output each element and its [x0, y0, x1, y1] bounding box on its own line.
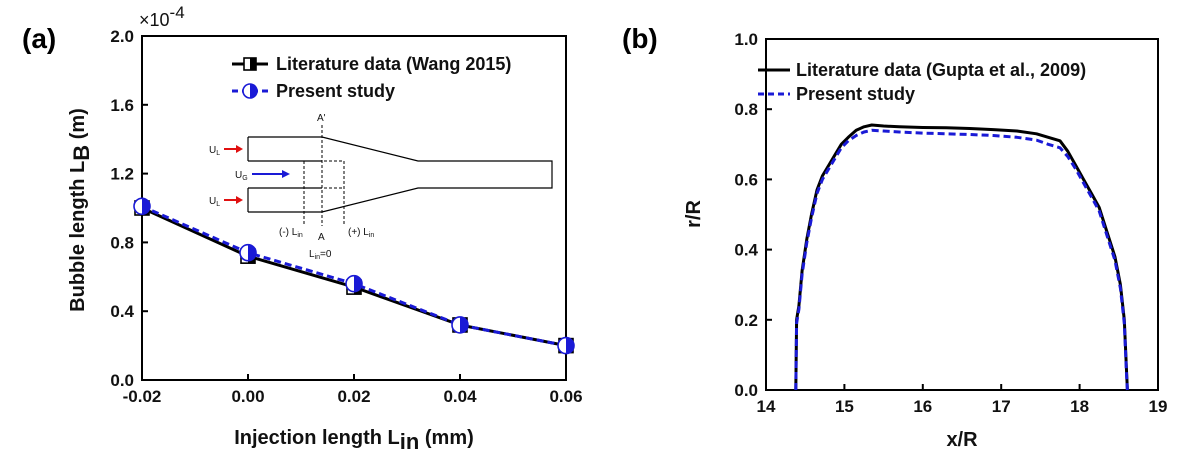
- a-xtick-label: 0.00: [231, 387, 264, 406]
- b-ytick-label: 0.6: [734, 170, 758, 189]
- plot-area-b: [765, 38, 1159, 391]
- panel-a: (a) ×10-4 -0.02 0.00 0.02 0.04 0.06 0.0 0.4 0.8…: [22, 3, 583, 454]
- b-ytick-label: 0.2: [734, 311, 758, 330]
- b-xtick-label: 16: [913, 397, 932, 416]
- y-axis-label-a: Bubble length LB (m): [67, 108, 94, 312]
- x-axis-label-b: x/R: [946, 429, 978, 451]
- inset-schematic: UL UG UL A' A (-) Lin (+) Lin Lin=0: [209, 113, 553, 261]
- a-ytick-label: 1.2: [110, 165, 134, 184]
- inset-label-ul-bottom: UL: [209, 196, 220, 208]
- a-marker-present-fill: [142, 198, 150, 215]
- a-ytick-label: 0.4: [110, 302, 134, 321]
- b-xtick-label: 18: [1070, 397, 1089, 416]
- inset-ul-top-arrowhead: [236, 145, 243, 153]
- a-marker-present-fill: [248, 244, 256, 261]
- a-marker-present-fill: [566, 337, 574, 354]
- a-xtick-label: 0.02: [337, 387, 370, 406]
- inset-ul-bottom-arrowhead: [236, 196, 243, 204]
- inset-label-zero: Lin=0: [309, 249, 332, 261]
- a-ytick-label: 0.8: [110, 233, 134, 252]
- b-xtick-label: 14: [757, 397, 776, 416]
- a-marker-present-fill: [460, 316, 468, 333]
- inset-channel-outline: [248, 136, 553, 213]
- legend-b-label-lit: Literature data (Gupta et al., 2009): [796, 60, 1086, 80]
- y-axis-label-b: r/R: [683, 200, 705, 228]
- b-series-line-0: [794, 123, 1129, 391]
- b-xtick-label: 15: [835, 397, 854, 416]
- b-xtick-label: 19: [1149, 397, 1168, 416]
- legend-b-label-present: Present study: [796, 84, 915, 104]
- a-xtick-label: -0.02: [123, 387, 162, 406]
- inset-label-a: A: [318, 232, 325, 243]
- a-xtick-label: 0.06: [549, 387, 582, 406]
- b-ytick-label: 0.4: [734, 241, 758, 260]
- legend-a-label-present: Present study: [276, 81, 395, 101]
- legend-a-marker-present-fill: [250, 84, 257, 98]
- legend-a: Literature data (Wang 2015) Present stud…: [232, 54, 511, 101]
- inset-label-a-prime: A': [317, 113, 326, 124]
- b-ytick-label: 0.0: [734, 381, 758, 400]
- panel-b-label: (b): [622, 23, 658, 54]
- b-ytick-label: 0.8: [734, 100, 758, 119]
- inset-label-ug: UG: [235, 170, 248, 182]
- inset-label-neg: (-) Lin: [279, 227, 303, 239]
- legend-b: Literature data (Gupta et al., 2009) Pre…: [758, 60, 1086, 104]
- a-xtick-label: 0.04: [443, 387, 477, 406]
- x-axis-label-a: Injection length Lin (mm): [234, 427, 474, 454]
- b-ytick-label: 1.0: [734, 30, 758, 49]
- a-ytick-label: 0.0: [110, 371, 134, 390]
- inset-label-pos: (+) Lin: [348, 227, 374, 239]
- a-marker-present-fill: [354, 275, 362, 292]
- b-xtick-label: 17: [992, 397, 1011, 416]
- a-ytick-label: 2.0: [110, 27, 134, 46]
- inset-label-ul-top: UL: [209, 145, 220, 157]
- panel-b: (b) 14 15 16 17 18 19 0.0 0.2 0.4 0.6 0.8 1.0 r/R x…: [622, 23, 1167, 451]
- b-series-line-1: [794, 128, 1129, 391]
- y-multiplier: ×10-4: [139, 3, 185, 30]
- inset-ug-arrowhead: [282, 170, 290, 178]
- a-ytick-label: 1.6: [110, 96, 134, 115]
- panel-a-label: (a): [22, 23, 56, 54]
- legend-a-label-lit: Literature data (Wang 2015): [276, 54, 511, 74]
- legend-a-marker-lit-fill: [250, 58, 256, 70]
